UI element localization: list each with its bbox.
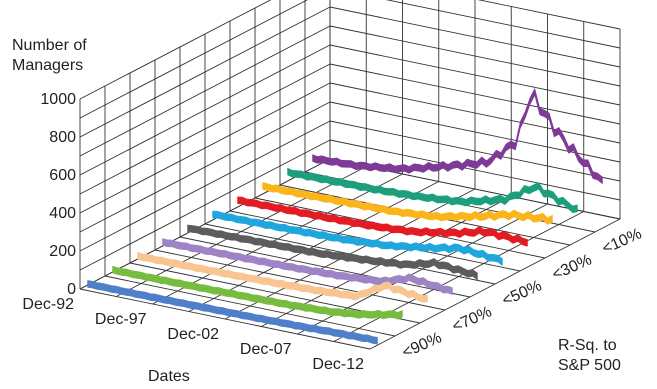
grid-line (179, 236, 471, 298)
z-tick-label: 400 (49, 205, 76, 222)
series-ribbon (187, 224, 478, 281)
series-ribbon (287, 167, 578, 214)
x-axis-label: Dates (148, 368, 190, 385)
chart-series (87, 87, 603, 345)
x-tick-label: Dec-97 (95, 311, 147, 328)
y-tick-label: <30% (550, 251, 595, 283)
series-ribbon (312, 87, 603, 185)
x-tick-label: Dec-12 (312, 356, 364, 373)
grid-line (79, 288, 371, 350)
series-ribbon (262, 181, 553, 226)
series-ribbon (237, 196, 528, 247)
series-ribbon (212, 210, 503, 267)
z-axis-label-line2: Managers (12, 57, 83, 74)
series-ribbon (87, 280, 378, 345)
z-tick-label: 1000 (40, 91, 76, 108)
z-tick-label: 600 (49, 167, 76, 184)
z-tick-label: 0 (67, 281, 76, 298)
z-axis-label-line1: Number of (12, 37, 87, 54)
z-tick-label: 200 (49, 243, 76, 260)
chart-labels: Number of Managers Dates R-Sq. to S&P 50… (12, 37, 621, 385)
series-ribbon (112, 265, 403, 320)
y-axis-label-line1: R-Sq. to (558, 337, 617, 354)
y-axis-label-line2: S&P 500 (558, 357, 621, 374)
y-tick-label: <10% (600, 225, 645, 257)
x-tick-label: Dec-02 (167, 326, 219, 343)
grid-line (477, 0, 621, 30)
x-tick-label: Dec-92 (22, 296, 74, 313)
y-tick-label: <50% (500, 277, 545, 309)
series-ribbon (162, 238, 453, 296)
series-ribbon (137, 251, 428, 303)
grid-line (154, 249, 446, 311)
grid-line (104, 275, 396, 337)
y-tick-label: <90% (400, 329, 445, 361)
z-tick-label: 800 (49, 129, 76, 146)
y-tick-label: <70% (450, 303, 495, 335)
x-tick-label: Dec-07 (240, 341, 292, 358)
